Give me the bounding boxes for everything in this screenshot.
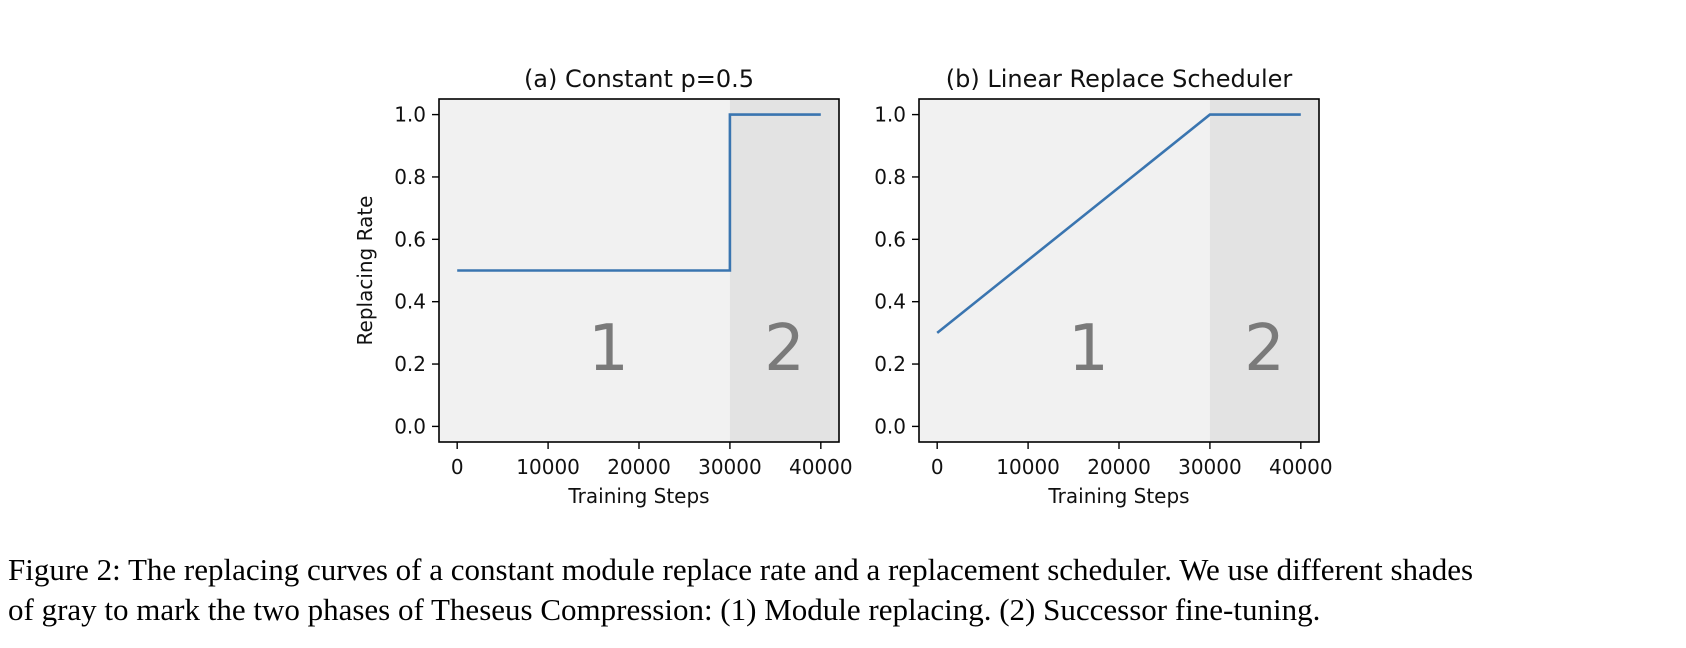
x-tick-label: 20000 [1087, 455, 1151, 479]
phase-label-1: 1 [1068, 312, 1109, 386]
y-tick-label: 0.6 [394, 227, 426, 251]
y-tick-label: 0.4 [394, 290, 426, 314]
phase-label-2: 2 [1244, 312, 1285, 386]
x-tick-label: 20000 [607, 455, 671, 479]
chart-title: (a) Constant p=0.5 [524, 65, 754, 93]
series-line [457, 113, 821, 272]
figure: 1 2 0 10000 20000 30000 40000 0.0 0.2 0.4 0.6 0.8 1.… [353, 65, 1333, 508]
chart-title: (b) Linear Replace Scheduler [946, 65, 1293, 93]
x-tick-label: 0 [931, 455, 944, 479]
y-tick-label: 0.8 [874, 165, 906, 189]
y-tick-label: 0.2 [394, 352, 426, 376]
x-axis-label: Training Steps [1047, 484, 1189, 508]
y-tick-label: 0.6 [874, 227, 906, 251]
x-tick-label: 30000 [1178, 455, 1242, 479]
x-tick-label: 30000 [698, 455, 762, 479]
x-tick-label: 10000 [996, 455, 1060, 479]
x-tick-label: 0 [451, 455, 464, 479]
phase-region-2 [1209, 99, 1319, 442]
phase-region-1 [919, 99, 1210, 442]
y-tick-label: 0.2 [874, 352, 906, 376]
y-axis-label: Replacing Rate [353, 196, 377, 346]
x-tick-label: 40000 [1269, 455, 1333, 479]
x-tick-label: 10000 [516, 455, 580, 479]
caption-line-1: Figure 2: The replacing curves of a cons… [8, 552, 1474, 587]
y-tick-label: 1.0 [394, 103, 426, 127]
phase-label-2: 2 [764, 312, 805, 386]
caption-line-2: of gray to mark the two phases of Theseu… [8, 592, 1321, 627]
y-tick-label: 0.0 [394, 414, 426, 438]
x-tick-label: 40000 [789, 455, 853, 479]
y-tick-label: 0.0 [874, 414, 906, 438]
chart-panel-1: 1 2 0 10000 20000 30000 40000 0.0 0.2 0.4 0.6 0.8 1.… [353, 65, 853, 508]
phase-region-2 [729, 99, 839, 442]
chart-panel-2: 1 2 0 10000 20000 30000 40000 0.0 0.2 0.4 0.6 0.8 1.… [874, 65, 1332, 508]
y-tick-label: 1.0 [874, 103, 906, 127]
y-tick-label: 0.8 [394, 165, 426, 189]
x-axis-label: Training Steps [567, 484, 709, 508]
phase-label-1: 1 [588, 312, 629, 386]
series-line [936, 113, 1301, 334]
figure-caption: Figure 2: The replacing curves of a cons… [8, 550, 1678, 630]
y-tick-label: 0.4 [874, 290, 906, 314]
